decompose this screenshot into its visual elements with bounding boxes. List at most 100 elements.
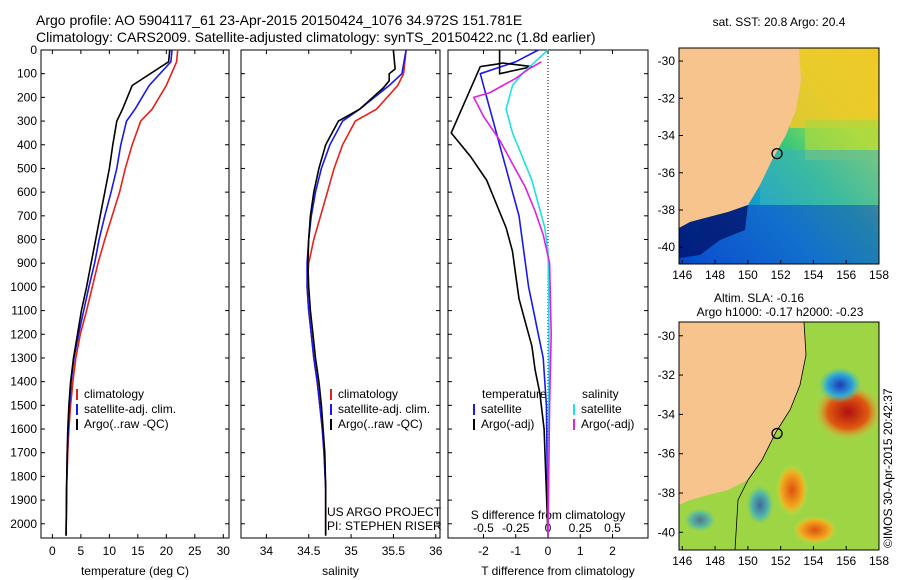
s-tick-label: -0.25 xyxy=(502,521,530,535)
x-tick-label: 15 xyxy=(131,544,145,558)
sla-map-subtitle: Argo h1000: -0.17 h2000: -0.23 xyxy=(697,305,864,319)
y-tick-label: 400 xyxy=(17,138,37,152)
climatology-title: Climatology: CARS2009. Satellite-adjuste… xyxy=(36,29,596,45)
argo-position-marker xyxy=(771,427,783,440)
legend-label: Argo(..raw -QC) xyxy=(84,417,169,431)
legend-label: satellite-adj. clim. xyxy=(338,402,430,416)
x-tick-label: 25 xyxy=(188,544,202,558)
x-tick-label: 34.5 xyxy=(297,544,321,558)
difference-plot: -2 -1 0 1 2 T difference from climatology -0.5… xyxy=(448,49,648,578)
y-tick-label: 0 xyxy=(30,43,37,57)
y-tick-label: -40 xyxy=(658,240,676,254)
x-tick-label: 5 xyxy=(78,544,85,558)
x-tick-label: 150 xyxy=(738,268,758,282)
x-tick-label: 152 xyxy=(771,268,791,282)
timestamp-stamp: ©IMOS 30-Apr-2015 20:42:37 xyxy=(881,388,895,548)
x-tick-label: 150 xyxy=(738,554,758,568)
x-axis-label: temperature (deg C) xyxy=(81,564,189,578)
y-tick-label: 1500 xyxy=(10,398,37,412)
y-tick-label: 1700 xyxy=(10,446,37,460)
legend-label: satellite-adj. clim. xyxy=(84,402,176,416)
y-tick-label: 600 xyxy=(17,185,37,199)
land-mass xyxy=(679,48,801,228)
s-tick-label: 0.5 xyxy=(604,521,621,535)
s-tick-label: 0.25 xyxy=(569,521,593,535)
y-tick-label: -30 xyxy=(658,329,676,343)
x-tick-label: 1 xyxy=(577,544,584,558)
series-line-argo---raw--qc- xyxy=(307,49,396,536)
sla-map-title: Altim. SLA: -0.16 xyxy=(714,291,804,305)
x-tick-label: 154 xyxy=(803,268,823,282)
y-tick-label: 1300 xyxy=(10,351,37,365)
x-tick-label: 156 xyxy=(836,268,856,282)
argo-position-marker xyxy=(771,147,783,160)
series-line-argo---raw--qc- xyxy=(65,49,171,536)
y-tick-label: -38 xyxy=(658,486,676,500)
y-tick-label: 1900 xyxy=(10,493,37,507)
series-line-argo--adj- xyxy=(472,61,553,536)
temperature-plot-frame xyxy=(40,49,230,539)
x-tick-label: 2 xyxy=(609,544,616,558)
x-tick-label: 158 xyxy=(869,268,889,282)
x-tick-label: 0 xyxy=(49,544,56,558)
pi-credit: PI: STEPHEN RISER xyxy=(327,519,442,533)
y-tick-label: 2000 xyxy=(10,517,37,531)
y-tick-label: 1400 xyxy=(10,375,37,389)
x-tick-label: 30 xyxy=(217,544,231,558)
x-tick-label: -2 xyxy=(478,544,489,558)
sst-map-title: sat. SST: 20.8 Argo: 20.4 xyxy=(713,15,846,29)
y-tick-label: -38 xyxy=(658,203,676,217)
y-tick-label: -32 xyxy=(658,91,676,105)
y-tick-label: 800 xyxy=(17,233,37,247)
y-tick-label: -34 xyxy=(658,129,676,143)
x-tick-label: 156 xyxy=(836,554,856,568)
x-tick-label: 152 xyxy=(771,554,791,568)
y-tick-label: -36 xyxy=(658,166,676,180)
legend-header-salinity: salinity xyxy=(582,387,619,401)
salinity-plot-frame xyxy=(240,49,441,539)
x-tick-label: 10 xyxy=(103,544,117,558)
x-tick-label: -1 xyxy=(510,544,521,558)
y-tick-label: 700 xyxy=(17,209,37,223)
x-tick-label: 154 xyxy=(803,554,823,568)
x-tick-label: 0 xyxy=(545,544,552,558)
legend-label: satellite xyxy=(481,402,522,416)
x-tick-label: 158 xyxy=(869,554,889,568)
y-tick-label: 1800 xyxy=(10,469,37,483)
y-tick-label: 1200 xyxy=(10,327,37,341)
x-axis-label: T difference from climatology xyxy=(481,564,635,578)
series-line-satellite xyxy=(505,49,550,536)
series-line-satellite xyxy=(479,49,549,536)
legend-header-temperature: temperature xyxy=(482,387,547,401)
y-tick-label: 300 xyxy=(17,114,37,128)
y-tick-label: 1000 xyxy=(10,280,37,294)
x-tick-label: 146 xyxy=(672,268,692,282)
y-tick-label: 1600 xyxy=(10,422,37,436)
salinity-plot: 34 34.5 35 35.5 36 salinity climatologysatelli… xyxy=(241,49,443,578)
legend-label: Argo(..raw -QC) xyxy=(338,417,423,431)
x-tick-label: 20 xyxy=(160,544,174,558)
land-mass xyxy=(679,322,806,505)
y-tick-label: 500 xyxy=(17,161,37,175)
y-tick-label: -36 xyxy=(658,447,676,461)
sst-map: 146 148 150 152 154 156 158 -30 -32 -34 -36 -38 -40 xyxy=(658,47,889,282)
legend-label: climatology xyxy=(338,387,398,401)
y-tick-label: -32 xyxy=(658,368,676,382)
y-tick-label: 100 xyxy=(17,67,37,81)
x-tick-label: 148 xyxy=(705,554,725,568)
x-tick-label: 35.5 xyxy=(382,544,406,558)
y-tick-label: -34 xyxy=(658,407,676,421)
project-credit: US ARGO PROJECT xyxy=(327,505,442,519)
x-tick-label: 34 xyxy=(260,544,274,558)
x-tick-label: 146 xyxy=(672,554,692,568)
legend-label: satellite xyxy=(581,402,622,416)
profile-title: Argo profile: AO 5904117_61 23-Apr-2015 … xyxy=(36,12,523,28)
y-tick-label: 900 xyxy=(17,256,37,270)
legend-label: Argo(-adj) xyxy=(481,417,534,431)
x-axis-label: salinity xyxy=(322,564,359,578)
temperature-plot: 0 5 10 15 20 25 300100200300400500600700800900… xyxy=(10,43,230,578)
y-tick-label: 1100 xyxy=(11,304,37,318)
series-line-argo--adj- xyxy=(450,50,549,536)
x-tick-label: 35 xyxy=(344,544,358,558)
